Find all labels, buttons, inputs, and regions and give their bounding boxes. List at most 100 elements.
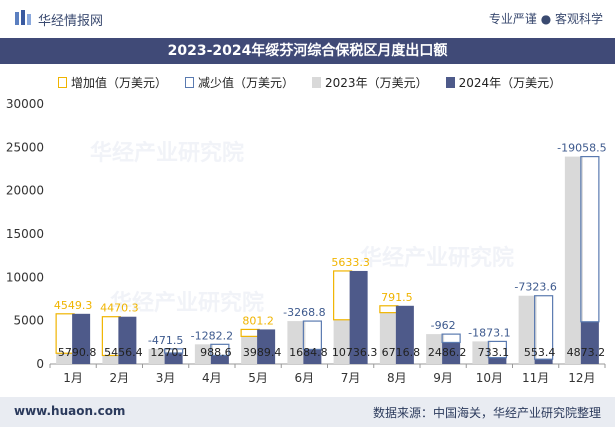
bar-2024: [164, 352, 183, 364]
bar-2024: [534, 359, 553, 364]
bar-2024: [72, 313, 91, 364]
change-label: -1873.1: [468, 326, 510, 339]
change-box-increase: [379, 305, 399, 314]
x-tick-label: 10月: [476, 371, 503, 385]
change-box-decrease: [487, 340, 507, 359]
value-label-2024: 1684.8: [289, 346, 328, 359]
bar-2024: [210, 355, 229, 364]
y-tick-label: 15000: [6, 227, 44, 241]
x-tick-label: 3月: [156, 371, 176, 385]
y-tick-label: 0: [36, 357, 44, 371]
change-box-decrease: [441, 333, 461, 344]
change-box-increase: [333, 270, 353, 321]
chart-title: 2023-2024年绥芬河综合保税区月度出口额: [167, 43, 448, 59]
value-label-2024: 553.4: [524, 346, 556, 359]
bar-2024: [257, 329, 276, 364]
legend-item-decrease: 减少值（万美元）: [185, 74, 294, 91]
bar-2023: [333, 319, 352, 364]
legend-swatch-decrease: [185, 76, 195, 88]
footer-bar: [0, 397, 615, 427]
bar-2024: [118, 316, 137, 364]
legend-label-2024: 2024年（万美元）: [458, 75, 562, 90]
bar-2023: [56, 353, 75, 364]
value-label-2024: 6716.8: [382, 346, 421, 359]
legend-item-increase: 增加值（万美元）: [58, 74, 167, 91]
brand-name: 华经情报网: [38, 14, 104, 29]
y-tick-label: 10000: [6, 270, 44, 284]
y-tick-label: 5000: [13, 314, 44, 328]
legend-swatch-increase: [58, 76, 67, 88]
legend-swatch-2024: [445, 76, 455, 88]
x-tick-label: 7月: [341, 371, 361, 385]
bar-2024: [580, 321, 599, 364]
change-label: -19058.5: [557, 142, 606, 155]
legend-label-2023: 2023年（万美元）: [325, 75, 428, 90]
x-tick-label: 4月: [202, 371, 222, 385]
footer-url: www.huaon.com: [14, 404, 126, 418]
bar-2024: [349, 270, 368, 364]
change-box-increase: [240, 328, 260, 337]
x-tick-label: 6月: [295, 371, 315, 385]
legend: 增加值（万美元） 减少值（万美元） 2023年（万美元） 2024年（万美元）: [58, 72, 579, 92]
bar-2023: [102, 355, 121, 364]
change-label: 791.5: [381, 291, 413, 304]
change-label: 4470.3: [100, 302, 139, 315]
change-box-decrease: [210, 343, 230, 357]
footer-source: 数据来源：中国海关，华经产业研究院整理: [372, 406, 601, 420]
bar-2023: [518, 295, 537, 364]
bar-2023: [426, 334, 445, 364]
tagline: 专业严谨 ● 客观科学: [488, 12, 603, 26]
bar-2024: [303, 349, 322, 364]
value-label-2024: 3989.4: [243, 346, 282, 359]
value-label-2024: 10736.3: [332, 346, 378, 359]
value-label-2024: 5790.8: [58, 346, 97, 359]
bar-2023: [241, 336, 260, 364]
change-label: 5633.3: [331, 256, 370, 269]
change-box-decrease: [580, 155, 600, 323]
change-label: 801.2: [242, 314, 274, 327]
change-label: -1282.2: [191, 329, 233, 342]
value-label-2024: 733.1: [478, 346, 510, 359]
value-label-2024: 2486.2: [428, 346, 467, 359]
value-label-2024: 5456.4: [104, 346, 143, 359]
y-tick-label: 25000: [6, 140, 44, 154]
bar-2023: [194, 344, 213, 364]
bar-2024: [488, 357, 507, 364]
y-tick-label: 30000: [6, 97, 44, 111]
bar-2023: [564, 156, 583, 364]
x-tick-label: 8月: [387, 371, 407, 385]
x-tick-label: 1月: [63, 371, 83, 385]
x-tick-label: 2月: [110, 371, 130, 385]
legend-swatch-2023: [312, 76, 322, 88]
change-label: -471.5: [148, 334, 183, 347]
legend-label-decrease: 减少值（万美元）: [198, 75, 295, 90]
logo-icon: [15, 10, 31, 25]
legend-item-2024: 2024年（万美元）: [445, 74, 562, 91]
bar-2023: [379, 312, 398, 364]
bar-2023: [148, 348, 167, 364]
change-label: -3268.8: [283, 306, 325, 319]
title-bar: [0, 38, 615, 64]
bar-2023: [287, 321, 306, 364]
change-label: -962: [431, 319, 456, 332]
y-tick-label: 20000: [6, 184, 44, 198]
value-label-2024: 4873.2: [567, 346, 606, 359]
x-tick-label: 12月: [568, 371, 595, 385]
change-box-decrease: [164, 348, 184, 354]
legend-item-2023: 2023年（万美元）: [312, 74, 428, 91]
bar-2024: [395, 305, 414, 364]
change-label: 4549.3: [54, 299, 93, 312]
value-label-2024: 1270.1: [150, 346, 189, 359]
change-box-decrease: [302, 320, 322, 350]
change-box-decrease: [534, 295, 554, 360]
bar-chart: 0 5000 10000 15000 20000 25000 30000 4549.3 5790…: [6, 97, 607, 385]
value-label-2024: 988.6: [200, 346, 232, 359]
x-tick-label: 9月: [433, 371, 453, 385]
change-label: -7323.6: [514, 281, 556, 294]
bar-2023: [472, 341, 491, 364]
bar-2024: [442, 342, 461, 364]
x-tick-label: 11月: [522, 371, 549, 385]
top-bar: 华经情报网 专业严谨 ● 客观科学: [0, 0, 615, 38]
x-tick-label: 5月: [248, 371, 268, 385]
legend-label-increase: 增加值（万美元）: [71, 75, 168, 90]
